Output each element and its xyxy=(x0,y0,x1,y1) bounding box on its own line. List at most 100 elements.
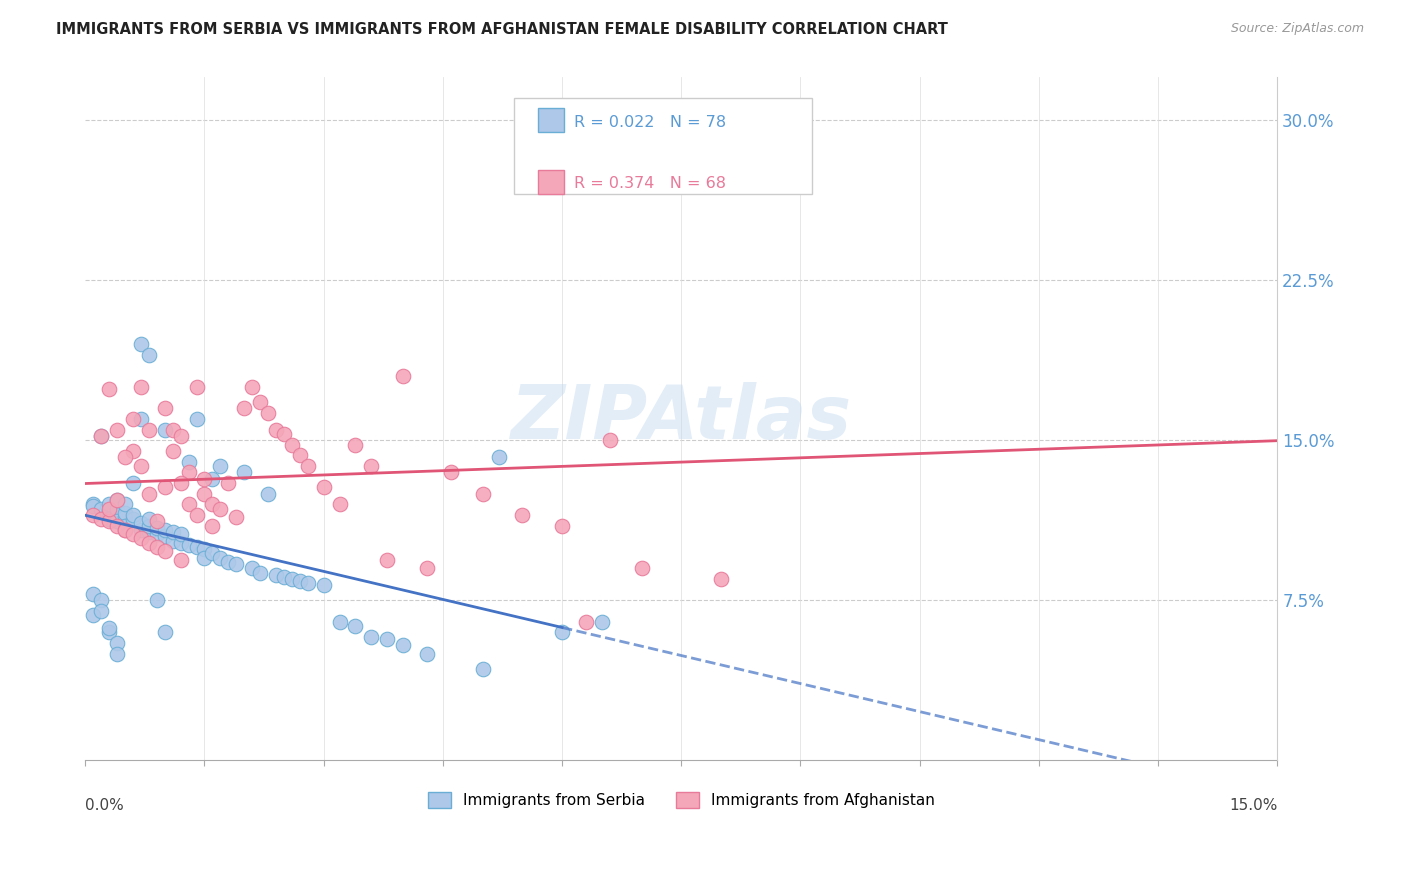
Point xyxy=(209,501,232,516)
Point xyxy=(146,540,169,554)
Point xyxy=(153,423,176,437)
Text: ZIPAtlas: ZIPAtlas xyxy=(510,383,852,456)
Point xyxy=(249,394,271,409)
Point xyxy=(114,450,136,465)
Point xyxy=(114,518,136,533)
Point xyxy=(90,501,112,516)
Point xyxy=(82,608,104,623)
Point xyxy=(186,540,208,554)
Point xyxy=(177,465,200,479)
Point xyxy=(360,458,382,473)
Point xyxy=(90,593,112,607)
FancyBboxPatch shape xyxy=(515,98,813,194)
Point xyxy=(153,480,176,494)
Point xyxy=(105,636,128,650)
Point xyxy=(297,576,319,591)
Bar xyxy=(538,169,564,194)
Point xyxy=(217,555,239,569)
Point xyxy=(329,615,352,629)
Point xyxy=(575,615,598,629)
Point xyxy=(146,514,169,528)
Text: 0.0%: 0.0% xyxy=(86,798,124,813)
Point xyxy=(392,638,415,652)
Point xyxy=(129,516,152,531)
Point xyxy=(122,444,145,458)
Point xyxy=(146,521,169,535)
Point xyxy=(138,348,160,362)
Point xyxy=(264,423,287,437)
Point xyxy=(162,444,184,458)
Point xyxy=(177,538,200,552)
Point xyxy=(186,412,208,426)
Point xyxy=(90,429,112,443)
Point xyxy=(98,506,121,520)
Point xyxy=(169,553,191,567)
Point xyxy=(177,497,200,511)
Point xyxy=(138,535,160,549)
Text: Source: ZipAtlas.com: Source: ZipAtlas.com xyxy=(1230,22,1364,36)
Point xyxy=(471,486,494,500)
Point xyxy=(257,405,280,419)
Point xyxy=(288,448,311,462)
Point xyxy=(122,527,145,541)
Point xyxy=(169,527,191,541)
Text: 15.0%: 15.0% xyxy=(1229,798,1277,813)
Point xyxy=(98,625,121,640)
Point xyxy=(82,500,104,514)
Point xyxy=(201,518,224,533)
Point xyxy=(153,529,176,543)
Bar xyxy=(538,108,564,132)
Point xyxy=(193,472,215,486)
Text: IMMIGRANTS FROM SERBIA VS IMMIGRANTS FROM AFGHANISTAN FEMALE DISABILITY CORRELAT: IMMIGRANTS FROM SERBIA VS IMMIGRANTS FRO… xyxy=(56,22,948,37)
Text: R = 0.374   N = 68: R = 0.374 N = 68 xyxy=(574,177,725,192)
Point xyxy=(193,550,215,565)
Point xyxy=(105,508,128,522)
Point xyxy=(114,497,136,511)
Point xyxy=(551,518,574,533)
Point xyxy=(90,512,112,526)
Point xyxy=(273,570,295,584)
Point xyxy=(344,619,367,633)
Point xyxy=(98,504,121,518)
Point xyxy=(201,497,224,511)
Point xyxy=(471,662,494,676)
Point xyxy=(162,524,184,539)
Point xyxy=(122,508,145,522)
Point xyxy=(630,561,652,575)
Point xyxy=(129,337,152,351)
Point xyxy=(312,480,335,494)
Point xyxy=(710,572,733,586)
Point xyxy=(551,625,574,640)
Point xyxy=(209,550,232,565)
Point xyxy=(105,423,128,437)
Point xyxy=(193,542,215,557)
Point xyxy=(98,514,121,528)
Point xyxy=(82,497,104,511)
Point xyxy=(177,454,200,468)
Point xyxy=(297,458,319,473)
Point xyxy=(146,527,169,541)
Point xyxy=(114,510,136,524)
Point xyxy=(281,572,304,586)
Point xyxy=(98,512,121,526)
Point xyxy=(98,497,121,511)
Point xyxy=(105,514,128,528)
Point xyxy=(138,518,160,533)
Point xyxy=(225,557,247,571)
Point xyxy=(82,508,104,522)
Point xyxy=(82,587,104,601)
Point xyxy=(440,465,463,479)
Point xyxy=(138,512,160,526)
Point xyxy=(169,535,191,549)
Point xyxy=(591,615,613,629)
Point xyxy=(138,524,160,539)
Point xyxy=(240,561,263,575)
Point xyxy=(129,523,152,537)
Point xyxy=(153,544,176,558)
Point xyxy=(114,523,136,537)
Point xyxy=(789,135,811,149)
Point xyxy=(281,437,304,451)
Point xyxy=(114,506,136,520)
Point xyxy=(416,647,439,661)
Point xyxy=(129,458,152,473)
